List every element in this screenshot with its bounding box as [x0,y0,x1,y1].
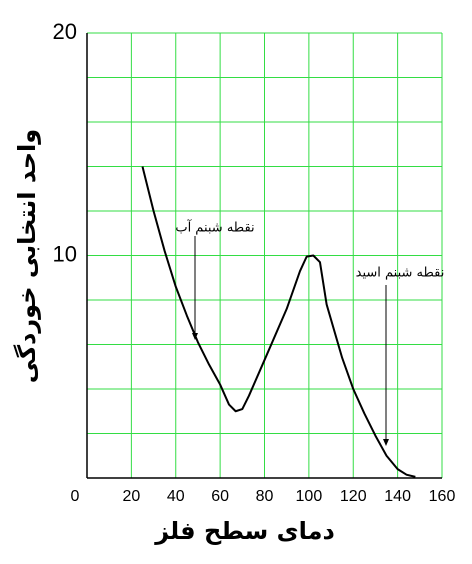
y-axis-label: واحد انتخابی خوردگی [13,129,41,383]
x-tick-label: 40 [167,488,185,505]
x-tick-label: 20 [122,488,140,505]
x-tick-label: 160 [429,488,456,505]
annotation: نقطه شبنم اسید [356,266,445,281]
x-axis-label: دمای سطح فلز [154,517,335,545]
x-tick-label: 60 [211,488,229,505]
annotation: نقطه شبنم آب [175,219,254,236]
x-tick-label: 140 [384,488,411,505]
arrow-head [192,333,198,340]
x-tick-label: 0 [71,488,80,505]
y-tick-label: 20 [53,19,77,44]
data-line [141,166,416,478]
x-tick-label: 80 [256,488,274,505]
y-tick-label: 10 [53,241,77,266]
arrow-head [383,439,389,446]
x-tick-label: 100 [296,488,323,505]
x-tick-label: 120 [340,488,367,505]
